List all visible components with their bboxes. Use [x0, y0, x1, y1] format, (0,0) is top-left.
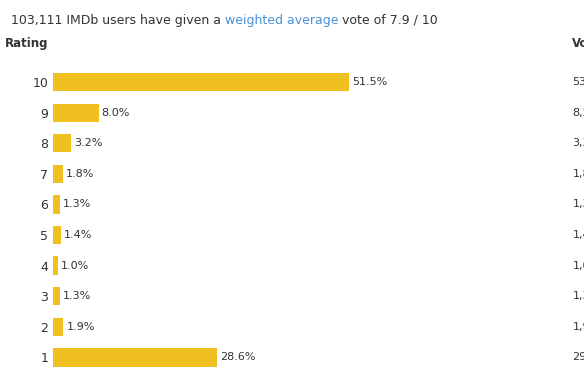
- Text: 1.4%: 1.4%: [64, 230, 92, 240]
- Text: vote of 7.9 / 10: vote of 7.9 / 10: [338, 14, 438, 26]
- Bar: [53, 165, 63, 183]
- Bar: [53, 256, 58, 275]
- Text: 1.0%: 1.0%: [61, 261, 89, 271]
- Text: 103,111 IMDb users have given a: 103,111 IMDb users have given a: [11, 14, 224, 26]
- Text: 3,303: 3,303: [572, 138, 584, 148]
- Text: 8.0%: 8.0%: [102, 108, 130, 118]
- Text: 28.6%: 28.6%: [220, 352, 256, 363]
- Text: 1,353: 1,353: [572, 291, 584, 301]
- Bar: [53, 195, 60, 214]
- Bar: [53, 287, 60, 305]
- Text: 1,918: 1,918: [572, 322, 584, 332]
- Bar: [53, 348, 217, 366]
- Text: 8,299: 8,299: [572, 108, 584, 118]
- Text: 1,811: 1,811: [572, 169, 584, 179]
- Text: 1.8%: 1.8%: [66, 169, 94, 179]
- Text: 53,102: 53,102: [572, 77, 584, 87]
- Bar: [53, 226, 61, 244]
- Text: 1,375: 1,375: [572, 200, 584, 210]
- Text: 1.9%: 1.9%: [67, 322, 95, 332]
- Text: 29,465: 29,465: [572, 352, 584, 363]
- Text: 1.3%: 1.3%: [63, 291, 91, 301]
- Bar: [53, 73, 349, 91]
- Text: Votes: Votes: [572, 37, 584, 50]
- Text: 1.3%: 1.3%: [63, 200, 91, 210]
- Text: 3.2%: 3.2%: [74, 138, 102, 148]
- Text: 51.5%: 51.5%: [352, 77, 387, 87]
- Text: 1,041: 1,041: [572, 261, 584, 271]
- Bar: [53, 134, 71, 152]
- Bar: [53, 103, 99, 122]
- Text: weighted average: weighted average: [224, 14, 338, 26]
- Text: 1,444: 1,444: [572, 230, 584, 240]
- Bar: [53, 318, 64, 336]
- Text: Rating: Rating: [5, 37, 48, 50]
